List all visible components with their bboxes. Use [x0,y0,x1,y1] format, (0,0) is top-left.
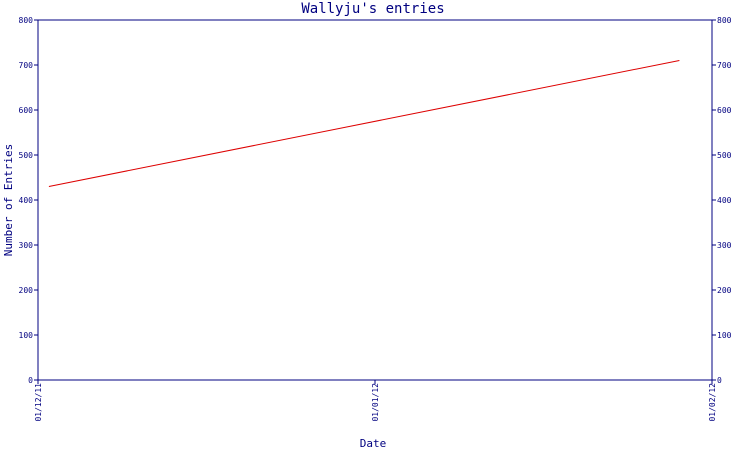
y-axis-left: 0 100 200 300 400 500 600 700 800 [19,16,38,385]
y-tick-label-left: 500 [19,151,34,160]
x-axis-label: Date [360,437,387,450]
chart-title: Wallyju's entries [301,1,444,17]
y-tick-label-right: 300 [717,241,732,250]
y-tick-label-right: 500 [717,151,732,160]
y-tick-label-right: 100 [717,331,732,340]
y-tick-label-left: 400 [19,196,34,205]
y-tick-label-left: 800 [19,16,34,25]
y-tick-label-right: 700 [717,61,732,70]
y-tick-label-left: 0 [28,376,33,385]
y-tick-label-left: 300 [19,241,34,250]
y-tick-label-left: 200 [19,286,34,295]
series-layer [48,60,680,187]
y-axis-label: Number of Entries [2,144,15,257]
x-tick-label: 01/02/12 [708,383,717,422]
x-tick-label: 01/12/11 [34,383,43,422]
series-line [48,60,680,187]
y-tick-label-right: 0 [717,376,722,385]
y-tick-label-left: 100 [19,331,34,340]
x-tick-label: 01/01/12 [371,383,380,422]
y-tick-label-right: 200 [717,286,732,295]
y-tick-label-left: 700 [19,61,34,70]
y-tick-label-right: 600 [717,106,732,115]
y-tick-label-right: 800 [717,16,732,25]
x-axis: 01/12/11 01/01/12 01/02/12 [34,380,717,422]
y-tick-label-left: 600 [19,106,34,115]
y-tick-label-right: 400 [717,196,732,205]
y-axis-right: 0 100 200 300 400 500 600 700 800 [712,16,732,385]
